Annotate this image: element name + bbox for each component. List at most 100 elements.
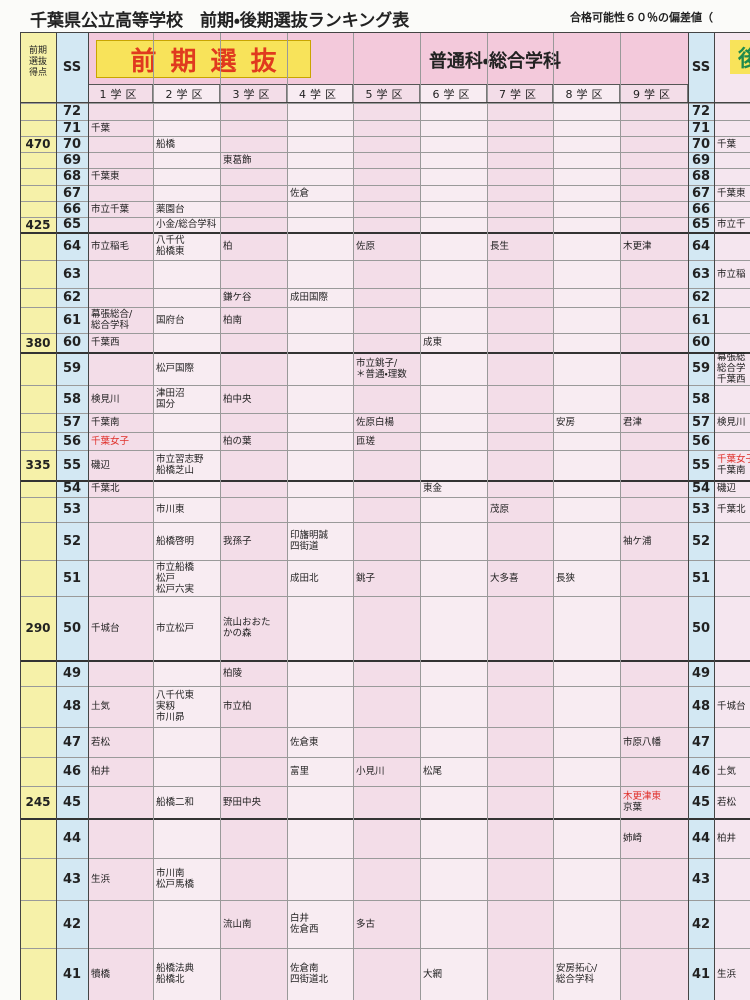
right-ss-value: 58 [691,391,711,407]
school-cell: 犢橋 [88,948,153,1000]
row-line [20,333,750,334]
right-cell: 検見川 [714,413,750,432]
top-line [20,32,750,33]
right-cell: 土気 [714,757,750,786]
row-line [20,686,750,687]
school-name: ＊普通・理数 [356,368,407,380]
district-column [620,85,688,1000]
school-name: 幕張総 [717,352,746,363]
school-cell: 佐倉南 四街道北 [287,948,353,1000]
ss-value: 51 [62,570,82,586]
score-column [20,32,56,1000]
school-cell: 千葉 [88,120,153,136]
ss-value: 67 [62,185,82,201]
right-ss-value: 72 [691,104,711,119]
school-name: 検見川 [717,417,746,428]
school-name: 柏中央 [223,393,252,405]
row-line [20,858,750,859]
school-name: 総合学科 [91,320,130,331]
school-cell: 幕張総合/総合学科 [88,307,153,333]
school-cell: 木更津東 京葉 [620,786,688,818]
school-cell: 柏井 [88,757,153,786]
school-name: 市立稲 [717,268,746,280]
row-line [20,560,750,561]
school-cell: 富里 [287,757,353,786]
school-cell: 成田北 [287,560,353,596]
right-ss-value: 64 [691,238,711,254]
right-column [714,32,750,1000]
school-name: 松戸国際 [156,363,195,374]
school-name: 若松 [91,736,111,748]
right-ss-value: 54 [691,481,711,496]
school-name: 八千代東 [156,690,195,701]
right-ss-value: 44 [691,830,711,846]
right-ss-value: 57 [691,415,711,430]
school-cell: 市原八幡 [620,727,688,757]
right-ss-value: 59 [691,361,711,376]
school-cell: 佐倉東 [287,727,353,757]
school-cell: 木更津 [620,232,688,260]
school-cell: 袖ケ浦 [620,522,688,560]
column-line [287,32,288,1000]
district-column [487,85,553,1000]
school-cell: 佐原 [353,232,420,260]
ss-value: 44 [62,830,82,846]
school-name: 長生 [490,240,510,252]
school-name: 船橋法典 [156,963,195,974]
school-cell: 国府台 [153,307,220,333]
score-header: 前期 選抜 得点 [20,40,56,85]
school-name: 総合学科 [556,974,595,985]
row-line [20,480,750,482]
school-cell: 船橋二和 [153,786,220,818]
school-name: 磯辺 [91,459,111,471]
row-line [20,352,750,354]
school-name: 匝瑳 [356,435,376,447]
right-ss-value: 68 [691,169,711,184]
school-cell: 市立松戸 [153,596,220,660]
school-cell: 八千代東 実籾 市川昴 [153,686,220,727]
column-line [420,32,421,1000]
ss-value: 65 [62,217,82,232]
school-cell: 君津 [620,413,688,432]
school-name: 八千代 [156,235,185,246]
school-cell: 鎌ケ谷 [220,288,287,307]
school-cell: 佐倉 [287,185,353,201]
school-name: 長狭 [556,572,576,584]
school-name: 市立千葉 [91,203,130,215]
ss-value: 68 [62,169,82,184]
school-cell: 千葉西 [88,333,153,352]
right-ss-value: 66 [691,201,711,217]
row-line [20,818,750,820]
column-line [220,32,221,1000]
school-name: 土気 [91,701,111,712]
right-ss-value: 42 [691,916,711,932]
right-ss-value: 51 [691,570,711,586]
school-name: 犢橋 [91,968,111,980]
ss-value: 72 [62,104,82,119]
school-cell: 成田国際 [287,288,353,307]
ss-value: 42 [62,916,82,932]
school-name: 薬園台 [156,203,185,215]
banner-box [96,40,311,78]
school-cell: 船橋 [153,136,220,152]
school-cell: 多古 [353,900,420,948]
row-line [20,201,750,202]
school-cell: 市立船橋 松戸 松戸六実 [153,560,220,596]
school-cell: 薬園台 [153,201,220,217]
school-cell: 千葉北 [88,480,153,497]
row-line [20,260,750,261]
school-name: 小金/総合学科 [156,219,217,230]
school-cell: 野田中央 [220,786,287,818]
school-name: 松戸六実 [156,583,195,595]
school-cell: 検見川 [88,385,153,413]
school-cell: 市立柏 [220,686,287,727]
school-name: 船橋北 [156,974,185,985]
right-ss-value: 46 [691,764,711,779]
ss-value: 54 [62,481,82,496]
district-header: 7学区 [487,85,553,102]
school-cell: 磯辺 [88,450,153,480]
row-line [20,413,750,414]
school-name: 国分 [156,399,176,410]
district-column [88,85,153,1000]
score-value: 245 [25,795,51,809]
